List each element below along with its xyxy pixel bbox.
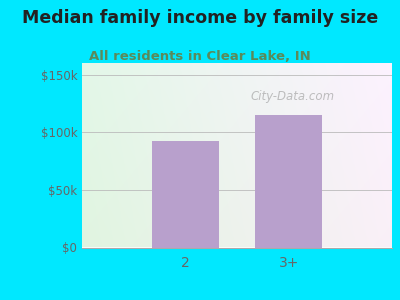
Text: Median family income by family size: Median family income by family size — [22, 9, 378, 27]
Bar — [152, 141, 219, 247]
Text: All residents in Clear Lake, IN: All residents in Clear Lake, IN — [89, 50, 311, 62]
Bar — [255, 115, 322, 248]
Text: City-Data.com: City-Data.com — [251, 90, 335, 103]
